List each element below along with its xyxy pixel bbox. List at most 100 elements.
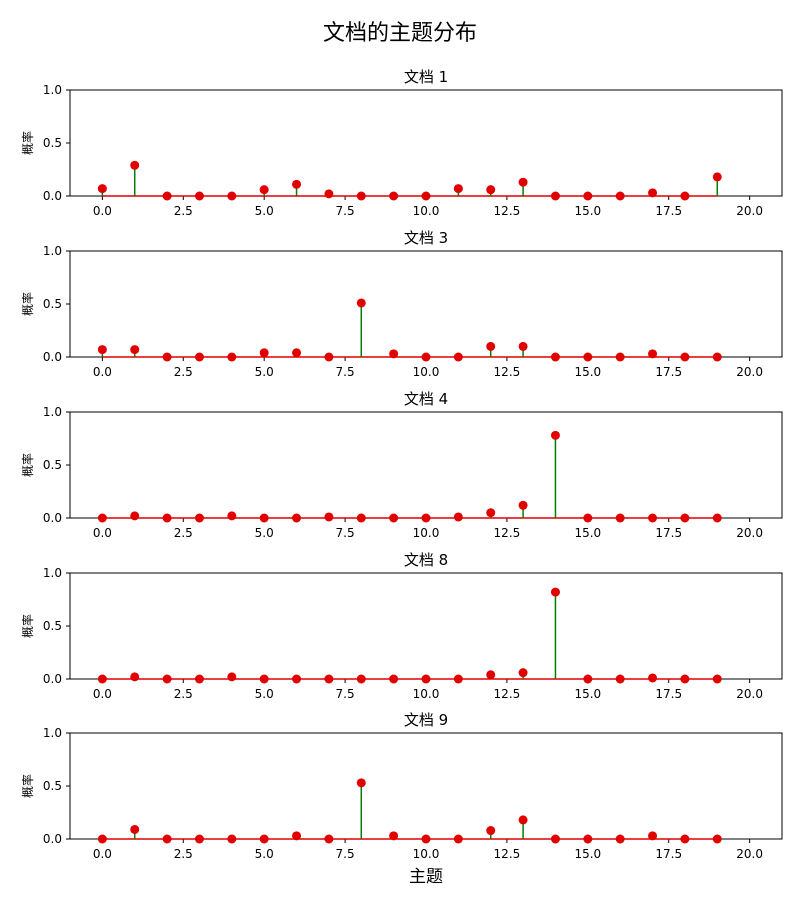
y-tick-label: 0.5: [43, 136, 62, 150]
axes-frame: [69, 250, 783, 358]
y-tick-label: 0.0: [43, 832, 62, 846]
stem-marker: [97, 184, 107, 194]
stem-marker: [389, 831, 399, 841]
x-tick-label: 12.5: [494, 847, 521, 861]
y-tick-label: 1.0: [43, 244, 62, 258]
stem-marker: [162, 513, 172, 523]
x-tick-label: 12.5: [494, 687, 521, 701]
axes-frame: [69, 411, 783, 519]
stem-marker: [550, 834, 560, 844]
stem-marker: [356, 778, 366, 788]
stem-marker: [453, 184, 463, 194]
x-tick-label: 7.5: [336, 365, 355, 379]
figure-title: 文档的主题分布: [323, 21, 477, 46]
stem-marker: [324, 512, 334, 522]
stem-marker: [130, 511, 140, 521]
subplot-title: 文档 9: [404, 711, 448, 729]
stem-marker: [453, 834, 463, 844]
stem-marker: [97, 345, 107, 355]
subplots: 文档 1 概率 0.0 0.5 1.0 0.0 2.5 5.0 7.5 10.0 12.5 15.0 1…: [20, 68, 783, 861]
stem-marker: [162, 191, 172, 201]
stem-marker: [615, 834, 625, 844]
stem-marker: [712, 513, 722, 523]
stem-marker: [712, 834, 722, 844]
x-tick-label: 10.0: [413, 847, 440, 861]
x-tick-label: 20.0: [736, 847, 763, 861]
stem-marker: [648, 349, 658, 359]
x-tick-label: 2.5: [174, 687, 193, 701]
subplot-4: 文档 8 概率 0.0 0.5 1.0 0.0 2.5 5.0 7.5 10.0 12.5 15.0 1…: [20, 551, 783, 701]
subplot-title: 文档 4: [404, 390, 448, 408]
x-tick-label: 17.5: [655, 847, 682, 861]
stem-marker: [194, 352, 204, 362]
stem-marker: [194, 513, 204, 523]
y-tick-label: 1.0: [43, 83, 62, 97]
stem-marker: [486, 341, 496, 351]
x-tick-label: 10.0: [413, 204, 440, 218]
stem-marker: [421, 191, 431, 201]
stem-marker: [227, 511, 237, 521]
stem-marker: [518, 668, 528, 678]
x-tick-label: 0.0: [93, 847, 112, 861]
stem-marker: [292, 674, 302, 684]
stem-marker: [712, 172, 722, 182]
stem-marker: [97, 834, 107, 844]
x-tick-label: 2.5: [174, 847, 193, 861]
stem-marker: [130, 345, 140, 355]
y-axis-label: 概率: [20, 453, 35, 477]
stem-marker: [680, 352, 690, 362]
stem-marker: [421, 674, 431, 684]
x-tick-label: 0.0: [93, 365, 112, 379]
stem-marker: [259, 834, 269, 844]
axes-frame: [69, 572, 783, 680]
x-tick-label: 5.0: [255, 365, 274, 379]
x-tick-label: 15.0: [574, 204, 601, 218]
subplot-1: 文档 1 概率 0.0 0.5 1.0 0.0 2.5 5.0 7.5 10.0 12.5 15.0 1…: [20, 68, 783, 218]
stem-marker: [680, 513, 690, 523]
x-tick-label: 15.0: [574, 847, 601, 861]
x-tick-label: 7.5: [336, 687, 355, 701]
stem-marker: [97, 513, 107, 523]
stem-marker: [356, 191, 366, 201]
stem-marker: [680, 191, 690, 201]
x-tick-label: 5.0: [255, 687, 274, 701]
stem-marker: [615, 191, 625, 201]
stem-marker: [292, 513, 302, 523]
x-tick-label: 15.0: [574, 687, 601, 701]
y-tick-label: 1.0: [43, 566, 62, 580]
stem-marker: [583, 191, 593, 201]
x-tick-label: 5.0: [255, 847, 274, 861]
stem-marker: [550, 191, 560, 201]
stem-marker: [130, 672, 140, 682]
y-tick-label: 0.0: [43, 189, 62, 203]
stem-marker: [680, 674, 690, 684]
y-tick-label: 0.0: [43, 672, 62, 686]
stem-marker: [518, 341, 528, 351]
y-tick-label: 1.0: [43, 405, 62, 419]
stem-marker: [615, 674, 625, 684]
stem-marker: [130, 160, 140, 170]
x-tick-label: 2.5: [174, 204, 193, 218]
x-tick-label: 7.5: [336, 526, 355, 540]
stem-marker: [583, 674, 593, 684]
stem-marker: [259, 185, 269, 195]
stem-marker: [259, 348, 269, 358]
stem-marker: [453, 352, 463, 362]
stem-marker: [583, 513, 593, 523]
axes-frame: [69, 89, 783, 197]
stem-marker: [453, 512, 463, 522]
stem-marker: [324, 674, 334, 684]
subplot-3: 文档 4 概率 0.0 0.5 1.0 0.0 2.5 5.0 7.5 10.0 12.5 15.0 1…: [20, 390, 783, 540]
x-tick-label: 20.0: [736, 365, 763, 379]
stem-marker: [486, 508, 496, 518]
y-tick-label: 0.5: [43, 297, 62, 311]
x-tick-label: 10.0: [413, 365, 440, 379]
stem-marker: [486, 670, 496, 680]
stem-marker: [583, 834, 593, 844]
stem-marker: [421, 834, 431, 844]
stem-marker: [518, 177, 528, 187]
stem-marker: [712, 352, 722, 362]
stem-marker: [389, 191, 399, 201]
stem-marker: [680, 834, 690, 844]
